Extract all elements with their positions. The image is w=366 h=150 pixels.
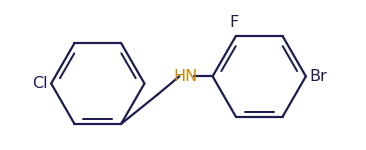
Text: Cl: Cl: [32, 76, 48, 91]
Text: HN: HN: [173, 69, 198, 84]
Text: Br: Br: [309, 69, 327, 84]
Text: F: F: [229, 15, 239, 30]
